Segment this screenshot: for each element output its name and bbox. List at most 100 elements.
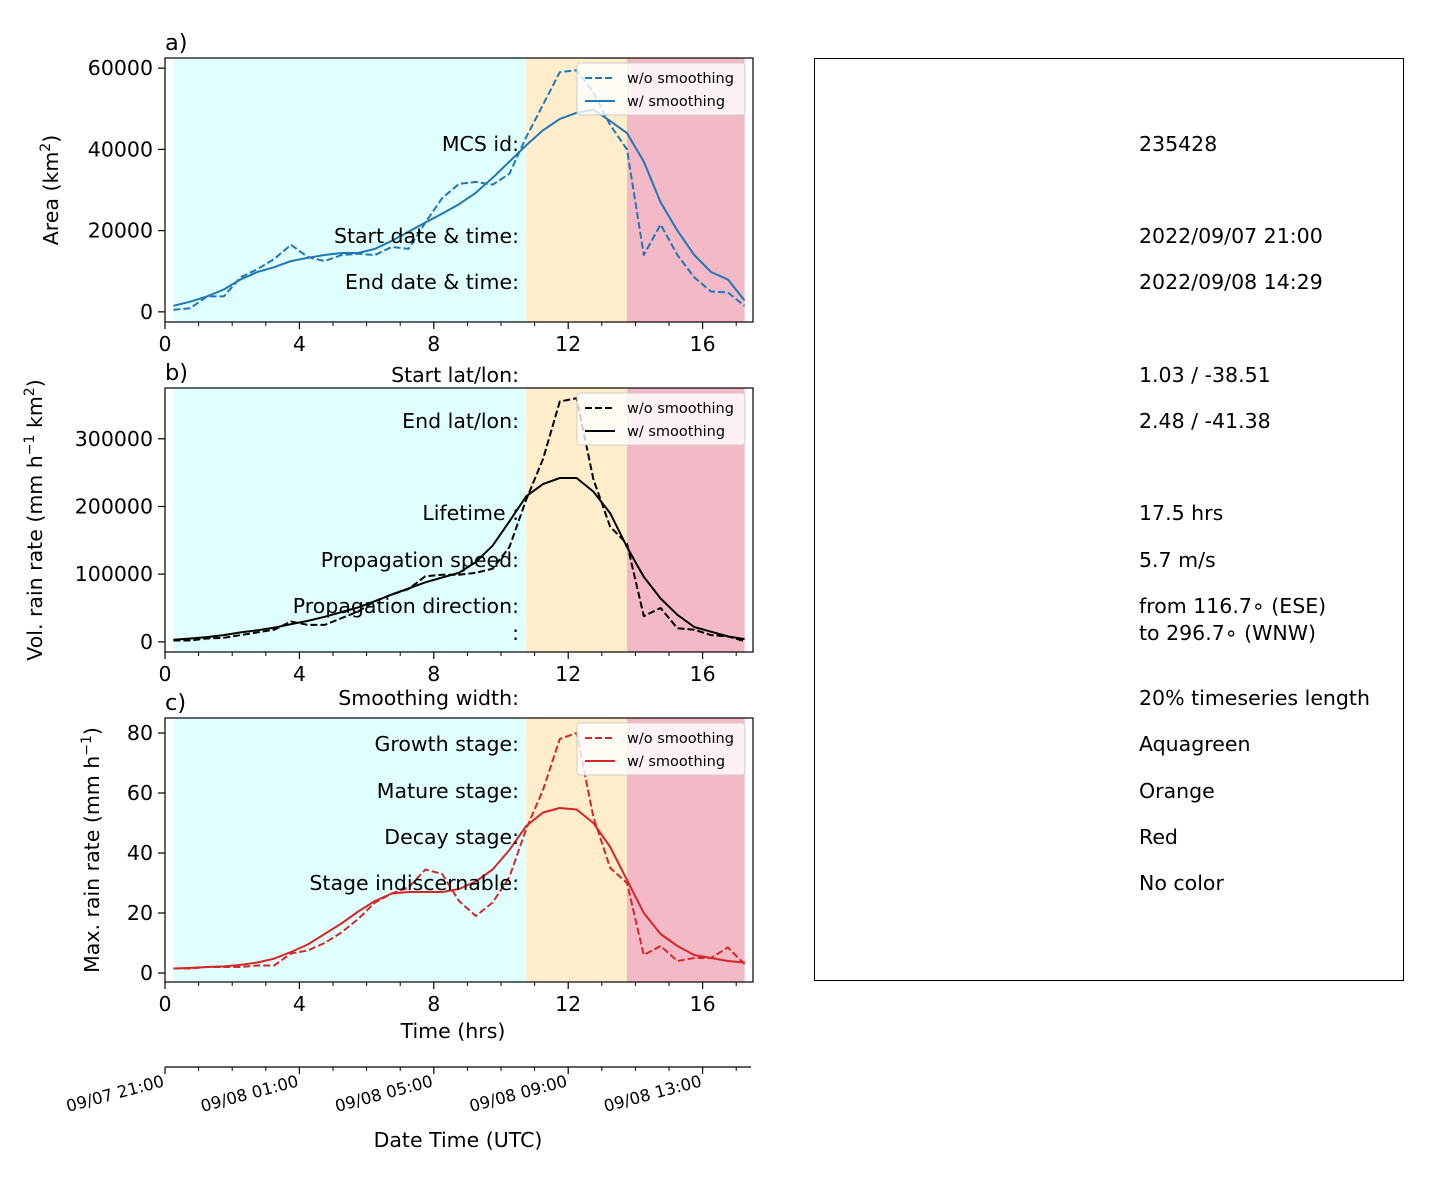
smoothed-series-line [173, 108, 746, 307]
x-tick-label: 4 [293, 662, 306, 686]
y-axis-label-part: Area (km [39, 152, 63, 246]
info-value: Orange [1139, 779, 1215, 803]
datetime-axis-label: Date Time (UTC) [374, 1128, 543, 1152]
chart-panel-a: 0 4 8 12 16 0 20000 40000 60000 a) Area (km2) w/o s… [38, 30, 754, 356]
info-label: Propagation direction: [292, 594, 519, 618]
y-axis-label-part: ) [80, 727, 104, 735]
legend-box [576, 62, 746, 116]
x-tick-label: 16 [690, 992, 716, 1016]
y-tick-label: 20 [127, 901, 153, 925]
info-value: No color [1139, 871, 1224, 895]
smoothed-series-line [173, 477, 745, 641]
info-label: Stage indiscernable: [309, 871, 519, 895]
mcs-info-panel: MCS id: 235428 Start date & time: 2022/09/… [293, 58, 1404, 981]
datetime-tick-label: 09/08 01:00 [199, 1072, 301, 1116]
growth-stage-band [173, 718, 527, 982]
y-axis-label-part: km [23, 396, 47, 434]
info-label: End date & time: [345, 270, 519, 294]
x-tick-label: 8 [427, 332, 440, 356]
y-tick-label: 200000 [75, 494, 153, 518]
x-tick-label: 8 [427, 992, 440, 1016]
axes-frame [164, 57, 754, 323]
legend: w/o smoothing w/ smoothing [576, 62, 746, 116]
info-value: Red [1139, 825, 1178, 849]
y-axis-label-part: Vol. rain rate (mm h [23, 455, 47, 661]
raw-series-line [173, 69, 746, 311]
datetime-tick-label: 09/07 21:00 [64, 1072, 166, 1116]
y-axis-label-part: ) [23, 379, 47, 387]
y-axis-label: Max. rain rate (mm h−1) [79, 727, 104, 973]
axes-frame [164, 717, 754, 983]
y-tick-label: 40 [127, 841, 153, 865]
legend-label: w/ smoothing [627, 424, 725, 440]
info-value: 17.5 hrs [1139, 501, 1224, 525]
info-label: Growth stage: [374, 732, 519, 756]
info-value: 1.03 / -38.51 [1139, 363, 1271, 387]
x-tick-label: 16 [690, 332, 716, 356]
panel-label: b) [165, 360, 188, 386]
x-tick-label: 0 [158, 992, 171, 1016]
y-axis-label-part: Max. rain rate (mm h [80, 756, 104, 973]
y-tick-label: 0 [140, 300, 153, 324]
info-label: Decay stage: [384, 825, 519, 849]
legend-label: w/o smoothing [627, 731, 734, 747]
x-tick-label: 12 [555, 332, 581, 356]
x-tick-label: 12 [555, 662, 581, 686]
info-label: MCS id: [441, 132, 519, 156]
info-value: 5.7 m/s [1139, 548, 1216, 572]
raw-series-line [173, 732, 746, 970]
info-label: Mature stage: [376, 779, 519, 803]
chart-panel-b: 0 4 8 12 16 0 100000 200000 300000 b) Vol. rain ra… [22, 360, 754, 686]
y-tick-label: 60000 [88, 56, 153, 80]
y-tick-label: 0 [140, 630, 153, 654]
legend: w/o smoothing w/ smoothing [576, 392, 746, 446]
y-axis-label: Vol. rain rate (mm h−1 km2) [22, 379, 47, 660]
info-label: Start lat/lon: [391, 363, 519, 387]
legend-label: w/o smoothing [627, 401, 734, 417]
datetime-tick-label: 09/08 13:00 [602, 1072, 704, 1116]
legend-label: w/ smoothing [627, 94, 725, 110]
legend-box [576, 722, 746, 776]
info-value: 2022/09/08 14:29 [1139, 270, 1323, 294]
y-axis-label-superscript: −1 [22, 435, 38, 456]
x-tick-label: 12 [555, 992, 581, 1016]
y-axis-label-superscript: −1 [79, 735, 95, 756]
y-axis-label: Area (km2) [38, 135, 63, 245]
datetime-tick-label: 09/08 05:00 [333, 1072, 435, 1116]
y-axis-label-superscript: 2 [38, 143, 54, 152]
x-tick-label: 4 [293, 992, 306, 1016]
info-value: to 296.7∘ (WNW) [1139, 621, 1317, 645]
y-tick-label: 60 [127, 781, 153, 805]
y-tick-label: 100000 [75, 562, 153, 586]
x-axis-label: Time (hrs) [400, 1019, 506, 1043]
info-label: Lifetime : [422, 501, 519, 525]
y-tick-label: 0 [140, 961, 153, 985]
datetime-tick-label: 09/08 09:00 [467, 1072, 569, 1116]
y-tick-label: 20000 [88, 219, 153, 243]
x-tick-label: 8 [427, 662, 440, 686]
info-value: 2022/09/07 21:00 [1139, 224, 1323, 248]
growth-stage-band [173, 58, 527, 322]
info-label: : [512, 621, 519, 645]
x-tick-label: 0 [158, 662, 171, 686]
chart-panel-c: 0 4 8 12 16 0 20 40 60 80 c) Max. rain rate (mm h−1… [79, 690, 754, 1043]
y-tick-label: 300000 [75, 427, 153, 451]
panel-label: a) [165, 30, 188, 56]
panel-label: c) [165, 690, 186, 716]
info-label: End lat/lon: [402, 409, 519, 433]
info-label: Propagation speed: [320, 548, 519, 572]
info-label: Smoothing width: [338, 686, 519, 710]
axes-frame [164, 387, 754, 653]
y-axis-label-part: ) [39, 135, 63, 143]
growth-stage-band [173, 388, 527, 652]
x-tick-label: 16 [690, 662, 716, 686]
info-value: from 116.7∘ (ESE) [1139, 594, 1327, 618]
legend-label: w/ smoothing [627, 754, 725, 770]
datetime-axis: 09/07 21:00 09/08 01:00 09/08 05:00 09/08 0… [64, 1066, 751, 1152]
legend: w/o smoothing w/ smoothing [576, 722, 746, 776]
y-axis-label-superscript: 2 [22, 387, 38, 396]
info-value: Aquagreen [1139, 732, 1251, 756]
info-value: 235428 [1139, 132, 1218, 156]
y-tick-label: 40000 [88, 137, 153, 161]
raw-series-line [173, 397, 745, 643]
